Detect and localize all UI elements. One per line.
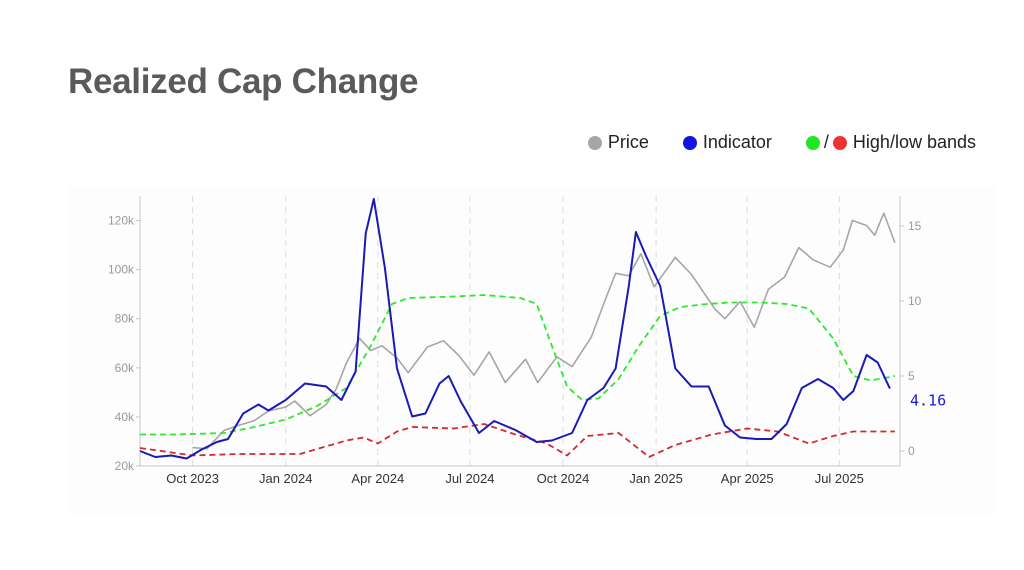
x-tick-label: Oct 2024	[537, 471, 590, 486]
low-band-dot-icon	[832, 135, 847, 150]
y-right-tick-label: 0	[908, 444, 915, 458]
series-line-low-band	[139, 423, 895, 458]
series-line-high-band	[140, 294, 896, 436]
x-tick-label: Jul 2025	[815, 471, 864, 486]
y-right-tick-label: 10	[908, 294, 922, 308]
legend-label-bands: High/low bands	[852, 132, 976, 152]
y-left-tick-label: 100k	[108, 263, 135, 277]
y-left-tick-label: 40k	[115, 410, 135, 424]
indicator-dot-icon	[682, 135, 697, 150]
y-left-tick-label: 120k	[108, 214, 135, 228]
y-right-tick-label: 15	[908, 219, 922, 233]
x-tick-label: Jan 2025	[629, 471, 683, 486]
legend-item-bands[interactable]: / High/low bands	[805, 132, 976, 153]
y-left-tick-label: 20k	[115, 459, 135, 473]
chart-area: Oct 2023 Jan 2024 Apr 2024 Jul 2024 Oct 2024…	[68, 186, 996, 516]
legend-label-indicator: Indicator	[702, 132, 772, 152]
x-tick-label: Jul 2024	[445, 471, 494, 486]
indicator-last-value-label: 4.16	[910, 392, 946, 410]
series-line-indicator	[139, 198, 891, 460]
x-tick-label: Apr 2024	[351, 471, 404, 486]
chart-svg: Oct 2023 Jan 2024 Apr 2024 Jul 2024 Oct 2024…	[108, 196, 946, 486]
legend: Price Indicator / High/low bands	[554, 132, 976, 153]
x-tick-label: Oct 2023	[166, 471, 219, 486]
chart-title: Realized Cap Change	[68, 62, 419, 101]
legend-item-indicator[interactable]: Indicator	[682, 132, 772, 153]
legend-item-price[interactable]: Price	[587, 132, 649, 153]
series-line-price	[192, 212, 896, 450]
legend-separator: /	[823, 132, 829, 152]
legend-label-price: Price	[607, 132, 649, 152]
price-dot-icon	[587, 135, 602, 150]
x-tick-label: Apr 2025	[721, 471, 774, 486]
x-tick-label: Jan 2024	[259, 471, 313, 486]
high-band-dot-icon	[805, 135, 820, 150]
y-right-tick-label: 5	[908, 369, 915, 383]
y-left-tick-label: 60k	[115, 361, 135, 375]
y-left-tick-label: 80k	[115, 312, 135, 326]
